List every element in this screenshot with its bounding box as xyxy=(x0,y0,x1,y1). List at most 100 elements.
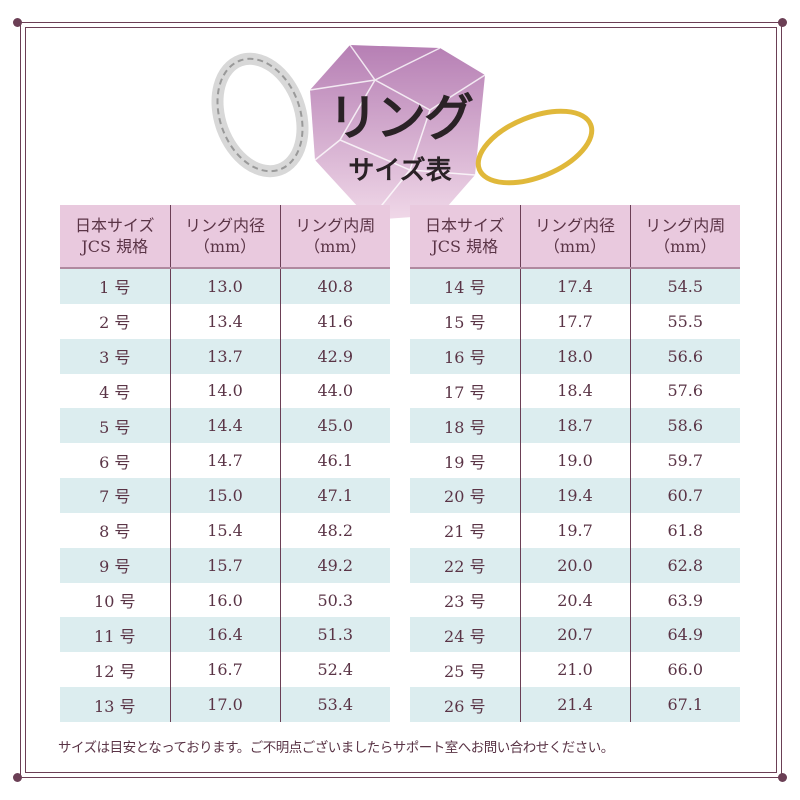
table-row: 18 号 18.7 58.6 xyxy=(410,408,740,444)
diameter-cell: 20.4 xyxy=(519,582,630,618)
circumference-cell: 54.5 xyxy=(629,268,740,304)
diameter-cell: 13.0 xyxy=(169,268,280,304)
diameter-cell: 15.4 xyxy=(169,512,280,548)
diameter-cell: 16.4 xyxy=(169,617,280,653)
circumference-cell: 62.8 xyxy=(629,547,740,583)
circumference-cell: 66.0 xyxy=(629,652,740,688)
circumference-cell: 46.1 xyxy=(279,443,390,479)
circumference-cell: 53.4 xyxy=(279,687,390,722)
header-inner-circumference: リング内周 （mm） xyxy=(279,205,390,269)
diameter-cell: 17.7 xyxy=(519,303,630,339)
diameter-cell: 18.4 xyxy=(519,373,630,409)
frame-corner-dot xyxy=(13,18,22,27)
circumference-cell: 67.1 xyxy=(629,687,740,722)
circumference-cell: 41.6 xyxy=(279,303,390,339)
diameter-cell: 19.7 xyxy=(519,512,630,548)
size-cell: 9 号 xyxy=(60,547,170,583)
diameter-cell: 19.0 xyxy=(519,443,630,479)
size-cell: 15 号 xyxy=(410,303,520,339)
diameter-cell: 20.0 xyxy=(519,547,630,583)
circumference-cell: 52.4 xyxy=(279,652,390,688)
diameter-cell: 14.7 xyxy=(169,443,280,479)
table-row: 4 号 14.0 44.0 xyxy=(60,373,390,409)
table-row: 15 号 17.7 55.5 xyxy=(410,303,740,339)
frame-corner-dot xyxy=(13,773,22,782)
size-cell: 21 号 xyxy=(410,512,520,548)
circumference-cell: 50.3 xyxy=(279,582,390,618)
diameter-cell: 14.4 xyxy=(169,408,280,444)
table-row: 6 号 14.7 46.1 xyxy=(60,443,390,479)
size-cell: 1 号 xyxy=(60,268,170,304)
diameter-cell: 14.0 xyxy=(169,373,280,409)
size-cell: 7 号 xyxy=(60,478,170,513)
circumference-cell: 49.2 xyxy=(279,547,390,583)
table-row: 21 号 19.7 61.8 xyxy=(410,512,740,548)
size-cell: 20 号 xyxy=(410,478,520,513)
size-cell: 4 号 xyxy=(60,373,170,409)
table-row: 9 号 15.7 49.2 xyxy=(60,547,390,583)
circumference-cell: 40.8 xyxy=(279,268,390,304)
table-row: 23 号 20.4 63.9 xyxy=(410,582,740,618)
size-cell: 10 号 xyxy=(60,582,170,618)
diameter-cell: 13.4 xyxy=(169,303,280,339)
decorative-frame-inner xyxy=(25,27,777,773)
diameter-cell: 16.7 xyxy=(169,652,280,688)
table-row: 20 号 19.4 60.7 xyxy=(410,478,740,513)
size-cell: 11 号 xyxy=(60,617,170,653)
table-row: 1 号 13.0 40.8 xyxy=(60,268,390,304)
table-row: 11 号 16.4 51.3 xyxy=(60,617,390,653)
size-cell: 18 号 xyxy=(410,408,520,444)
table-row: 5 号 14.4 45.0 xyxy=(60,408,390,444)
size-cell: 24 号 xyxy=(410,617,520,653)
table-row: 26 号 21.4 67.1 xyxy=(410,687,740,722)
size-cell: 17 号 xyxy=(410,373,520,409)
gold-ring-image xyxy=(475,108,595,186)
circumference-cell: 56.6 xyxy=(629,338,740,374)
header-inner-diameter: リング内径 （mm） xyxy=(519,205,630,269)
table-row: 17 号 18.4 57.6 xyxy=(410,373,740,409)
diameter-cell: 21.0 xyxy=(519,652,630,688)
frame-corner-dot xyxy=(778,773,787,782)
table-row: 2 号 13.4 41.6 xyxy=(60,303,390,339)
diameter-cell: 17.4 xyxy=(519,268,630,304)
table-row: 14 号 17.4 54.5 xyxy=(410,268,740,304)
diameter-cell: 15.0 xyxy=(169,478,280,513)
size-cell: 23 号 xyxy=(410,582,520,618)
size-cell: 12 号 xyxy=(60,652,170,688)
size-cell: 8 号 xyxy=(60,512,170,548)
table-row: 24 号 20.7 64.9 xyxy=(410,617,740,653)
size-cell: 5 号 xyxy=(60,408,170,444)
page-title: リング xyxy=(328,88,474,147)
diameter-cell: 16.0 xyxy=(169,582,280,618)
circumference-cell: 51.3 xyxy=(279,617,390,653)
circumference-cell: 57.6 xyxy=(629,373,740,409)
circumference-cell: 42.9 xyxy=(279,338,390,374)
diameter-cell: 13.7 xyxy=(169,338,280,374)
circumference-cell: 59.7 xyxy=(629,443,740,479)
circumference-cell: 55.5 xyxy=(629,303,740,339)
diameter-cell: 17.0 xyxy=(169,687,280,722)
size-cell: 26 号 xyxy=(410,687,520,722)
diameter-cell: 18.0 xyxy=(519,338,630,374)
circumference-cell: 48.2 xyxy=(279,512,390,548)
circumference-cell: 61.8 xyxy=(629,512,740,548)
diameter-cell: 15.7 xyxy=(169,547,280,583)
size-table-left: 日本サイズ JCS 規格 リング内径 （mm） リング内周 （mm） 1 号 13… xyxy=(60,205,390,722)
gem-background-image xyxy=(309,44,486,221)
size-cell: 13 号 xyxy=(60,687,170,722)
table-row: 8 号 15.4 48.2 xyxy=(60,512,390,548)
circumference-cell: 60.7 xyxy=(629,478,740,513)
size-cell: 2 号 xyxy=(60,303,170,339)
table-row: 19 号 19.0 59.7 xyxy=(410,443,740,479)
table-row: 13 号 17.0 53.4 xyxy=(60,687,390,722)
page-subtitle: サイズ表 xyxy=(348,156,452,186)
table-row: 25 号 21.0 66.0 xyxy=(410,652,740,688)
table-row: 12 号 16.7 52.4 xyxy=(60,652,390,688)
table-row: 22 号 20.0 62.8 xyxy=(410,547,740,583)
diameter-cell: 18.7 xyxy=(519,408,630,444)
size-cell: 25 号 xyxy=(410,652,520,688)
diameter-cell: 19.4 xyxy=(519,478,630,513)
header-inner-circumference: リング内周 （mm） xyxy=(629,205,740,269)
size-cell: 22 号 xyxy=(410,547,520,583)
